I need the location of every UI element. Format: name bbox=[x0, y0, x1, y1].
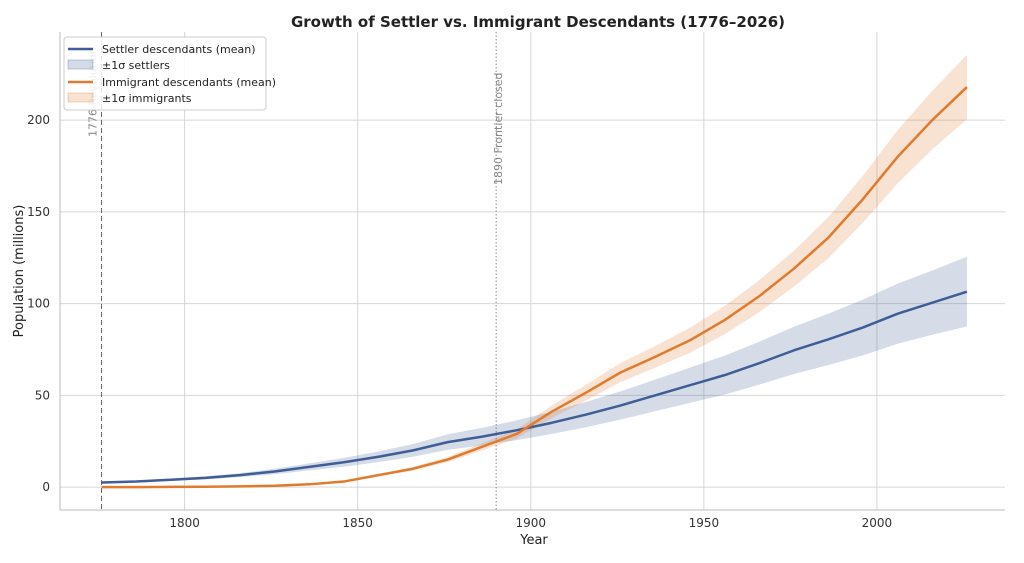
legend-band-swatch bbox=[67, 59, 94, 70]
confidence-band bbox=[101, 256, 967, 484]
x-tick-label: 1800 bbox=[169, 516, 200, 530]
legend-entry: ±1σ immigrants bbox=[102, 92, 192, 105]
legend-entry: Immigrant descendants (mean) bbox=[102, 76, 276, 89]
x-tick-label: 1850 bbox=[342, 516, 373, 530]
legend-box bbox=[63, 36, 267, 111]
y-tick-label: 100 bbox=[27, 297, 50, 311]
y-tick-label: 150 bbox=[27, 205, 50, 219]
confidence-band bbox=[101, 54, 967, 488]
y-tick-label: 200 bbox=[27, 113, 50, 127]
x-tick-label: 1900 bbox=[515, 516, 546, 530]
series-line bbox=[101, 290, 968, 484]
legend-band-swatch bbox=[67, 92, 94, 103]
legend-entry: Settler descendants (mean) bbox=[102, 43, 256, 56]
chart-title: Growth of Settler vs. Immigrant Descenda… bbox=[291, 13, 785, 31]
x-tick-label: 1950 bbox=[689, 516, 720, 530]
series-line bbox=[101, 86, 968, 489]
y-axis-label: Population (millions) bbox=[12, 205, 27, 338]
x-axis-label: Year bbox=[519, 533, 548, 548]
x-tick-label: 2000 bbox=[862, 516, 893, 530]
y-tick-label: 50 bbox=[35, 388, 50, 402]
annotation-label: 1890 Frontier closed bbox=[492, 73, 505, 185]
y-tick-label: 0 bbox=[42, 480, 50, 494]
legend: Settler descendants (mean) ±1σ settlers Im… bbox=[63, 36, 276, 111]
legend-entry: ±1σ settlers bbox=[102, 59, 170, 72]
